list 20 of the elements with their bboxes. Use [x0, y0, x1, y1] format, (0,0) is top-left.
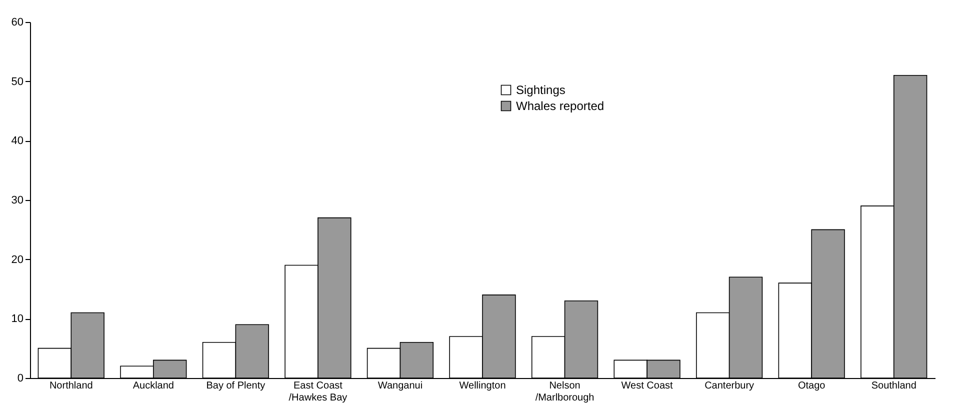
legend-label: Whales reported: [516, 99, 604, 113]
y-tick-label: 40: [11, 135, 24, 148]
x-tick-label: Nelson /Marlborough: [535, 380, 594, 404]
x-tick-label: Canterbury: [704, 380, 754, 392]
x-tick-label: Wanganui: [378, 380, 423, 392]
x-tick-label: Bay of Plenty: [206, 380, 266, 392]
x-tick-label: Northland: [49, 380, 93, 392]
x-tick-label: Otago: [798, 380, 826, 392]
y-tick-label: 50: [11, 76, 24, 88]
x-tick-label: Auckland: [132, 380, 174, 392]
y-tick-label: 0: [17, 372, 24, 384]
x-tick-label: East Coast /Hawkes Bay: [288, 380, 348, 404]
y-tick-label: 20: [11, 254, 24, 266]
y-tick-label: 10: [11, 313, 24, 326]
y-tick-label: 30: [11, 194, 24, 206]
legend-label: Sightings: [516, 83, 566, 97]
x-tick-label: Wellington: [459, 380, 506, 392]
x-tick-label: Southland: [871, 380, 916, 392]
x-tick-label: West Coast: [621, 380, 674, 392]
y-tick-label: 60: [11, 16, 24, 28]
